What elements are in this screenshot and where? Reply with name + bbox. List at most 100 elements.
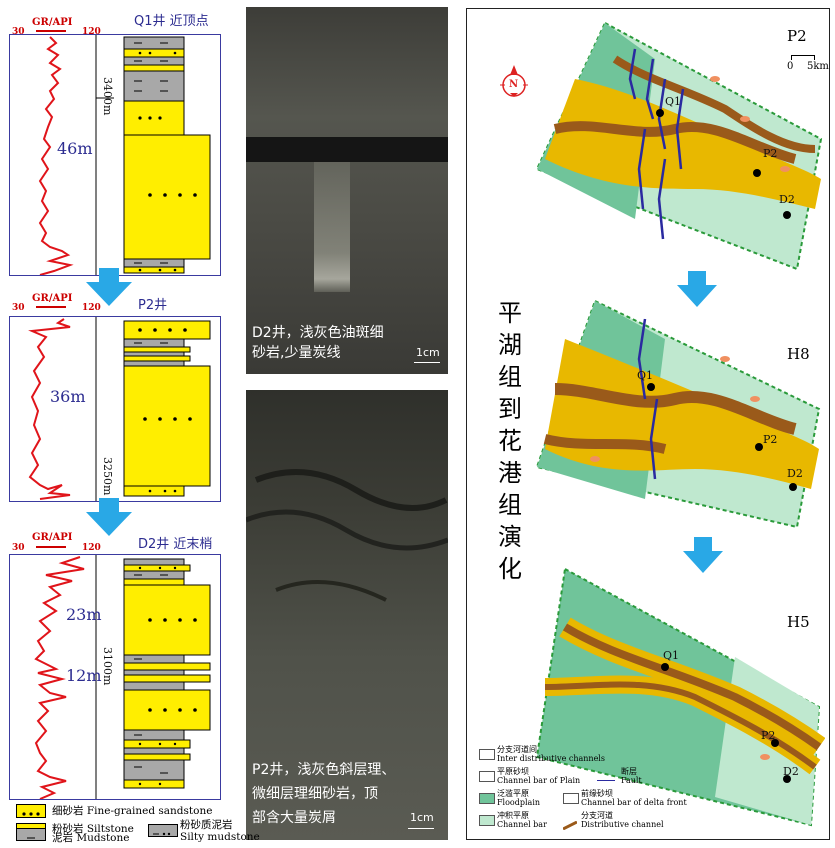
log-panel-q1: 46m 3400m	[9, 34, 221, 276]
flood-en: Floodplain	[497, 798, 541, 807]
core-photo-top: D2井，浅灰色油斑细 砂岩,少量炭线 1cm	[246, 7, 448, 374]
map-p2	[535, 21, 823, 271]
core-texture	[246, 469, 448, 602]
title-char: 花	[498, 427, 522, 455]
well-label: D2	[787, 467, 803, 480]
gr-axis-label: GR/API	[32, 293, 73, 304]
scale-bar	[791, 55, 815, 60]
fine-sand-label: 细砂岩 Fine-grained sandstone	[52, 805, 213, 817]
map-h5	[535, 567, 825, 827]
depth-label: 3250m	[101, 457, 114, 496]
thickness-label: 23m	[66, 605, 102, 624]
dist-en: Distributive channel	[581, 820, 664, 829]
title-char: 化	[498, 555, 522, 583]
photo-caption: 砂岩,少量炭线	[252, 345, 341, 361]
well-title-d2: D2井 近末梢	[138, 537, 213, 552]
core-plug-hole	[314, 162, 350, 292]
log-chart-p2	[28, 317, 211, 501]
thickness-label: 46m	[57, 139, 93, 158]
gr-min: 30	[12, 303, 25, 313]
mudstone-label: 泥岩 Mudstone	[52, 832, 130, 844]
log-chart-d2	[34, 555, 211, 799]
gr-axis-label: GR/API	[32, 17, 73, 28]
core-break	[246, 137, 448, 162]
map-title-h8: H8	[787, 345, 810, 363]
depth-label: 3400m	[101, 77, 114, 116]
channel-bar-en: Channel bar	[497, 820, 547, 829]
gr-scale-bar	[36, 306, 66, 308]
well-label: Q1	[663, 649, 680, 662]
gr-axis-label: GR/API	[32, 532, 73, 543]
gr-max: 120	[82, 303, 101, 313]
down-arrow	[677, 271, 717, 307]
channel-bar-cn: 冲积平原	[497, 811, 529, 820]
photo-caption: D2井，浅灰色油斑细	[252, 325, 384, 341]
title-char: 组	[498, 491, 522, 519]
plain-bar-en: Channel bar of Plain	[497, 776, 581, 785]
dist-cn: 分支河道	[581, 811, 613, 820]
well-label: P2	[761, 729, 776, 742]
scale-bar	[414, 362, 440, 363]
gr-max: 120	[82, 543, 101, 553]
scale-label: 1cm	[410, 811, 434, 824]
down-arrow	[683, 537, 723, 573]
well-label: P2	[763, 147, 778, 160]
plain-bar-cn: 平原砂坝	[497, 767, 529, 776]
front-bar-en: Channel bar of delta front	[581, 798, 687, 807]
gr-min: 30	[12, 27, 25, 37]
title-char: 组	[498, 363, 522, 391]
gr-scale-bar	[36, 30, 66, 32]
core-photo-bottom: P2井，浅灰色斜层理、 微细层理细砂岩，顶 部含大量炭屑 1cm	[246, 390, 448, 840]
well-title-p2: P2井	[138, 298, 168, 313]
channel-bar-swatch	[479, 815, 495, 826]
map-h8	[535, 299, 821, 529]
title-char: 港	[498, 459, 522, 487]
north-label: N	[509, 79, 519, 90]
log-panel-p2: 36m 3250m	[9, 316, 221, 502]
thickness-label: 12m	[66, 666, 102, 685]
flood-cn: 泛滥平原	[497, 789, 529, 798]
photo-caption: 微细层理细砂岩，顶	[252, 786, 378, 802]
mudstone-swatch	[16, 828, 46, 841]
silty-mud-en: Silty mudstone	[180, 831, 260, 843]
front-bar-cn: 前缘砂坝	[581, 789, 613, 798]
inter-en: Inter distributive channels	[497, 754, 605, 763]
well-label: P2	[763, 433, 778, 446]
vertical-title: 平 湖 组 到 花 港 组 演 化	[495, 297, 525, 585]
well-label: D2	[779, 193, 795, 206]
scale-zero: 0	[787, 61, 794, 72]
map-title-p2: P2	[787, 27, 807, 45]
fault-en: Fault	[621, 776, 642, 785]
depth-label: 3100m	[101, 647, 114, 686]
fault-swatch	[597, 771, 615, 781]
scale-bar	[408, 828, 434, 829]
fault-cn: 断层	[621, 767, 637, 776]
down-arrow	[86, 268, 132, 306]
gr-scale-bar	[36, 546, 66, 548]
title-char: 湖	[498, 331, 522, 359]
map-title-h5: H5	[787, 613, 810, 631]
log-chart-q1	[38, 35, 211, 275]
scale-label: 1cm	[416, 346, 440, 359]
photo-caption: P2井，浅灰色斜层理、	[252, 762, 396, 778]
plain-bar-swatch	[479, 771, 495, 782]
inter-channel-swatch	[479, 749, 495, 760]
gr-max: 120	[82, 27, 101, 37]
floodplain-swatch	[479, 793, 495, 804]
fine-sand-swatch	[16, 804, 46, 818]
gr-min: 30	[12, 543, 25, 553]
front-bar-swatch	[563, 793, 579, 804]
well-label: Q1	[665, 95, 682, 108]
distributive-channel-swatch	[562, 815, 578, 831]
north-arrow-icon	[500, 65, 528, 97]
well-label: Q1	[637, 369, 654, 382]
down-arrow	[86, 498, 132, 536]
thickness-label: 36m	[50, 387, 86, 406]
log-panel-d2: 23m 12m 3100m	[9, 554, 221, 800]
silty-mud-cn: 粉砂质泥岩	[180, 819, 233, 831]
well-title-q1: Q1井 近顶点	[134, 14, 209, 29]
scale-five: 5km	[807, 61, 829, 72]
well-label: D2	[783, 765, 799, 778]
inter-cn: 分支河道间	[497, 745, 537, 754]
title-char: 演	[498, 523, 522, 551]
